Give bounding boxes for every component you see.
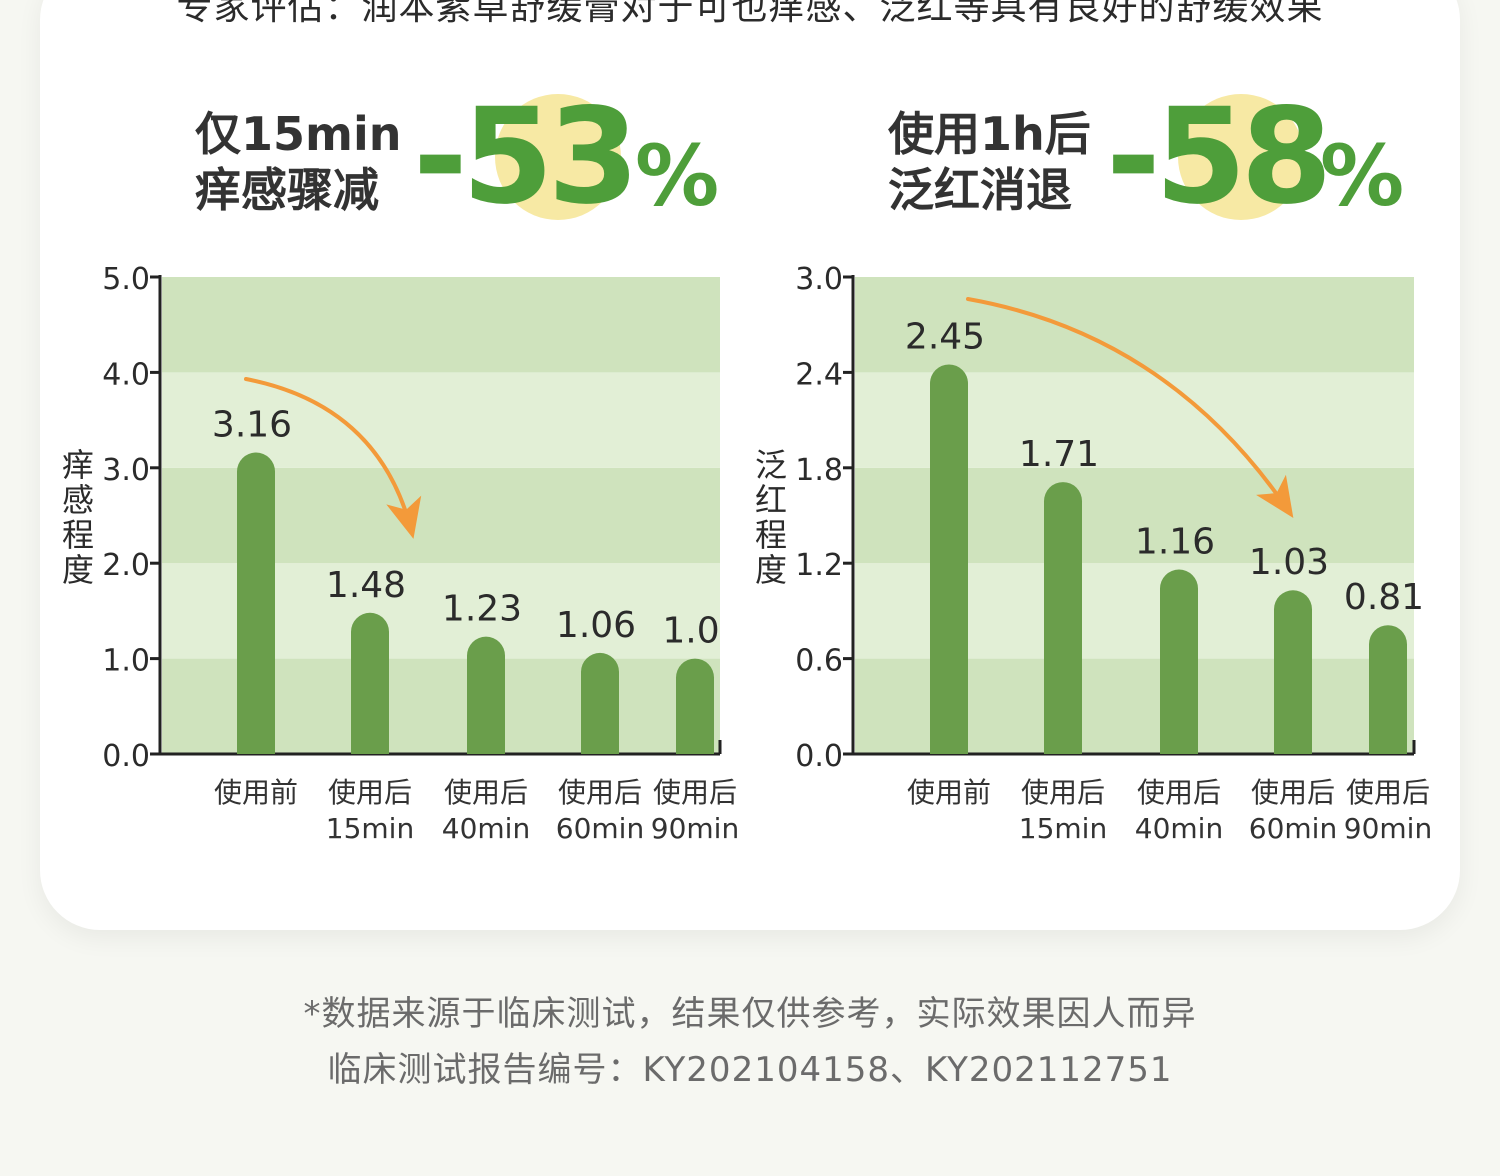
grid-band — [162, 277, 720, 373]
x-category-label: 60min — [1249, 812, 1337, 845]
footnote-disclaimer: *数据来源于临床测试，结果仅供参考，实际效果因人而异 — [303, 994, 1197, 1034]
bar — [676, 658, 714, 754]
trend-arrow-head — [1256, 474, 1294, 518]
x-category-label: 40min — [1135, 812, 1223, 845]
headline-left: 仅15min 痒感骤减 -53 % — [195, 82, 725, 240]
y-tick-label: 1.8 — [795, 453, 843, 488]
y-tick-label: 0.6 — [795, 644, 843, 679]
y-axis-label-right: 泛红程度 — [754, 446, 787, 589]
footnote-report-number: 临床测试报告编号：KY202104158、KY202112751 — [327, 1050, 1173, 1090]
bar — [237, 452, 275, 754]
bar — [930, 364, 968, 754]
redness-chart-svg: 0.00.61.21.82.43.02.45使用前1.71使用后15min1.1… — [795, 262, 1432, 845]
y-tick-label: 2.4 — [795, 357, 843, 392]
y-tick-label: 0.0 — [795, 739, 843, 774]
y-tick-label: 5.0 — [102, 262, 150, 297]
bar — [1160, 569, 1198, 754]
y-tick-label: 0.0 — [102, 739, 150, 774]
x-category-label: 使用后 — [558, 776, 642, 809]
x-category-label: 使用后 — [1137, 776, 1221, 809]
y-tick-label: 1.2 — [795, 548, 843, 583]
bar-value-label: 0.81 — [1344, 577, 1424, 618]
bar-value-label: 1.23 — [442, 589, 522, 630]
highlight-dot — [1178, 94, 1304, 220]
bar — [1274, 590, 1312, 754]
headline-right-percent: % — [1320, 127, 1405, 225]
y-axis-label-left: 痒感程度 — [61, 446, 94, 589]
headline-left-number: -53 — [413, 80, 639, 234]
bar-value-label: 3.16 — [212, 405, 292, 446]
x-category-label: 使用后 — [444, 776, 528, 809]
y-tick-label: 3.0 — [795, 262, 843, 297]
headline-right-number: -58 — [1106, 80, 1332, 234]
highlight-dot — [495, 94, 621, 220]
x-category-label: 使用后 — [653, 776, 737, 809]
x-category-label: 90min — [651, 812, 739, 845]
y-tick-label: 1.0 — [102, 644, 150, 679]
redness-chart: 0.0 0.6 1.2 1.8 2.4 3.0 2.45 使用前 1.71 使用后 15min 1.1… — [700, 262, 1480, 855]
x-category-label: 15min — [1019, 812, 1107, 845]
trend-arrow — [244, 377, 414, 535]
headline-right-line2: 泛红消退 — [888, 163, 1072, 217]
bar-value-label: 1.0 — [662, 611, 719, 652]
headline-right-line1: 使用1h后 — [888, 107, 1091, 161]
bar-value-label: 1.71 — [1019, 434, 1099, 475]
itch-chart-svg: 0.01.02.03.04.05.03.16使用前1.48使用后15min1.2… — [102, 262, 739, 845]
x-category-label: 60min — [556, 812, 644, 845]
headline-left-line1: 仅15min — [195, 107, 402, 161]
bar — [467, 636, 505, 754]
bar — [1369, 625, 1407, 754]
bar — [1044, 482, 1082, 754]
x-category-label: 使用前 — [214, 776, 298, 809]
y-tick-label: 3.0 — [102, 453, 150, 488]
bar-value-label: 1.16 — [1135, 522, 1215, 563]
headline-right-text: 使用1h后 泛红消退 — [888, 106, 1091, 218]
x-category-label: 使用后 — [1021, 776, 1105, 809]
itch-chart: 0.0 1.0 2.0 3.0 4.0 5.0 3.16 使用前 1.48 使用后 15min 1.2… — [0, 262, 760, 855]
top-caption: 专家评估：润本紫草舒缓膏对于可也痒感、泛红等具有良好的舒缓效果 — [176, 0, 1324, 28]
bar-value-label: 2.45 — [905, 316, 985, 357]
headline-left-text: 仅15min 痒感骤减 — [195, 106, 401, 218]
bar — [581, 652, 619, 754]
y-tick-label: 4.0 — [102, 357, 150, 392]
trend-arrow-head — [386, 495, 422, 539]
x-category-label: 90min — [1344, 812, 1432, 845]
x-category-label: 使用后 — [328, 776, 412, 809]
y-tick-label: 2.0 — [102, 548, 150, 583]
trend-arrow — [966, 297, 1292, 515]
grid-band — [855, 277, 1414, 373]
bar-value-label: 1.03 — [1249, 542, 1329, 583]
x-category-label: 使用后 — [1251, 776, 1335, 809]
bar — [351, 612, 389, 754]
grid-band — [162, 372, 720, 468]
x-category-label: 15min — [326, 812, 414, 845]
x-category-label: 使用前 — [907, 776, 991, 809]
bar-value-label: 1.06 — [556, 605, 636, 646]
bar-value-label: 1.48 — [326, 565, 406, 606]
headline-right: 使用1h后 泛红消退 -58 % — [888, 82, 1418, 240]
x-category-label: 使用后 — [1346, 776, 1430, 809]
x-category-label: 40min — [442, 812, 530, 845]
headline-left-percent: % — [635, 127, 720, 225]
headline-left-line2: 痒感骤减 — [195, 163, 379, 217]
